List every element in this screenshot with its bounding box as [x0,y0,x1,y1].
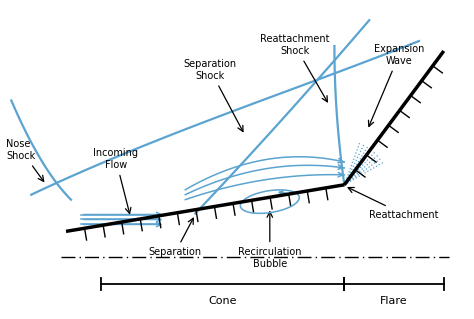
Text: Cone: Cone [209,296,237,306]
Text: Reattachment
Shock: Reattachment Shock [260,34,329,102]
Text: Expansion
Wave: Expansion Wave [368,44,424,126]
Text: Recirculation
Bubble: Recirculation Bubble [238,212,301,269]
Text: Separation
Shock: Separation Shock [183,59,243,131]
Text: Separation: Separation [149,218,202,257]
Text: Flare: Flare [380,296,408,306]
Text: Incoming
Flow: Incoming Flow [93,148,138,213]
Text: Reattachment: Reattachment [348,188,439,219]
Text: Nose
Shock: Nose Shock [6,139,44,182]
